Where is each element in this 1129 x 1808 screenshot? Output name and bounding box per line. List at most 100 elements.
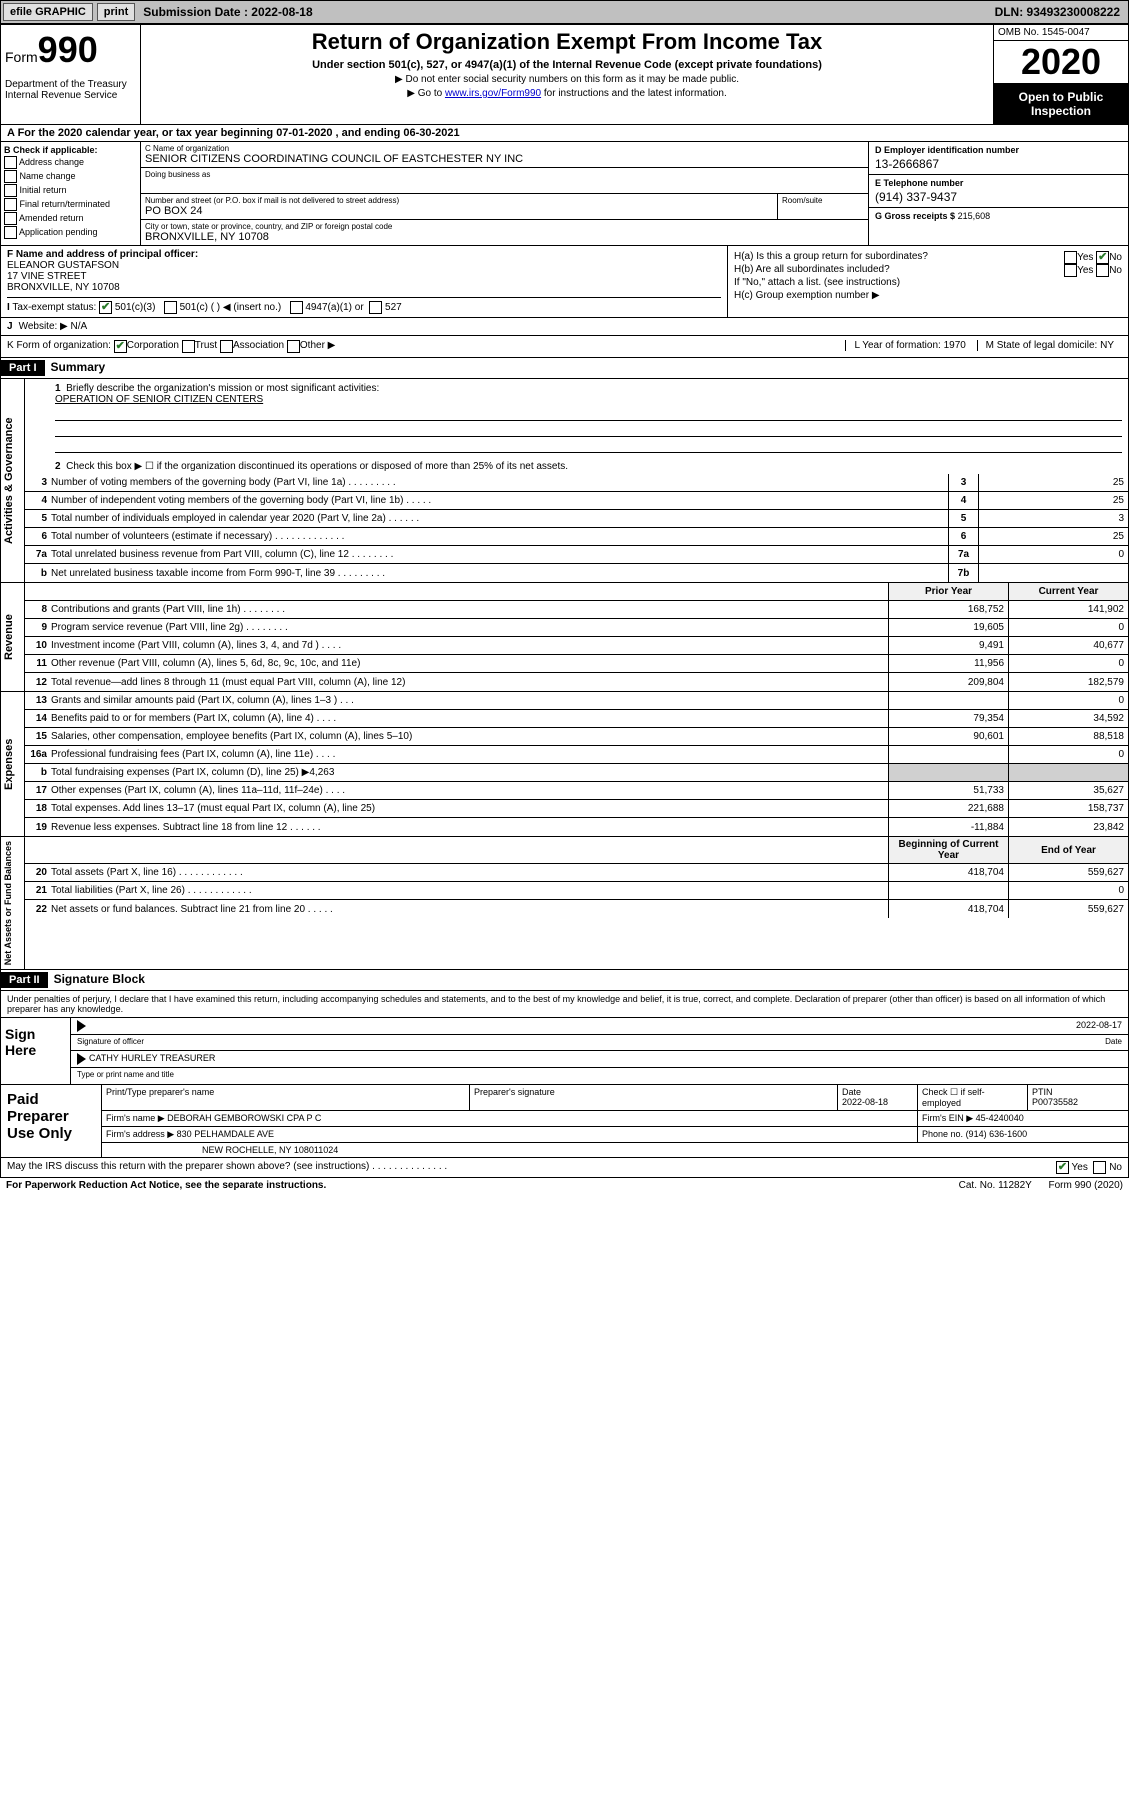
opt-501c3: 501(c)(3) <box>115 302 156 313</box>
side-expenses: Expenses <box>1 692 25 836</box>
dept-label: Department of the Treasury Internal Reve… <box>5 79 136 101</box>
assoc-checkbox[interactable] <box>220 340 233 353</box>
activities-section: Activities & Governance 1 Briefly descri… <box>0 379 1129 583</box>
hc-label: H(c) Group exemption number ▶ <box>734 290 1122 301</box>
form-subtitle: Under section 501(c), 527, or 4947(a)(1)… <box>151 59 983 71</box>
summary-line: 22Net assets or fund balances. Subtract … <box>25 900 1128 918</box>
note-suffix: for instructions and the latest informat… <box>541 88 727 99</box>
officer-addr1: 17 VINE STREET <box>7 271 721 282</box>
eoy-header: End of Year <box>1008 837 1128 863</box>
gross-value: 215,608 <box>958 211 991 221</box>
ptin-value: P00735582 <box>1032 1097 1078 1107</box>
irs-no-checkbox[interactable] <box>1093 1161 1106 1174</box>
firm-name: DEBORAH GEMBOROWSKI CPA P C <box>167 1113 321 1123</box>
type-name-label: Type or print name and title <box>77 1070 174 1082</box>
summary-line: 9Program service revenue (Part VIII, lin… <box>25 619 1128 637</box>
summary-line: 5Total number of individuals employed in… <box>25 510 1128 528</box>
box-b-option[interactable]: Initial return <box>4 184 137 197</box>
box-b-option[interactable]: Address change <box>4 156 137 169</box>
phone-label: Phone no. <box>922 1129 963 1139</box>
trust-checkbox[interactable] <box>182 340 195 353</box>
opt-corp: Corporation <box>127 340 179 353</box>
firm-ein: 45-4240040 <box>976 1113 1024 1123</box>
dba-label: Doing business as <box>145 170 864 179</box>
line2-text: Check this box ▶ ☐ if the organization d… <box>66 461 568 472</box>
box-b-option[interactable]: Amended return <box>4 212 137 225</box>
box-b-option[interactable]: Application pending <box>4 226 137 239</box>
part2-title: Signature Block <box>48 972 145 986</box>
mission-text: OPERATION OF SENIOR CITIZEN CENTERS <box>55 394 263 405</box>
part1-badge: Part I <box>1 360 45 376</box>
part1-header: Part ISummary <box>0 358 1129 379</box>
opt-4947: 4947(a)(1) or <box>305 302 363 313</box>
tax-year: 2020 <box>994 41 1128 84</box>
summary-line: 3Number of voting members of the governi… <box>25 474 1128 492</box>
firm-addr2: NEW ROCHELLE, NY 108011024 <box>102 1143 1128 1157</box>
tax-exempt-label: Tax-exempt status: <box>12 302 96 313</box>
state-domicile: M State of legal domicile: NY <box>977 340 1122 351</box>
box-b-option[interactable]: Name change <box>4 170 137 183</box>
print-button[interactable]: print <box>97 3 135 21</box>
form-header: Form990 Department of the Treasury Inter… <box>0 24 1129 125</box>
prior-year-header: Prior Year <box>888 583 1008 600</box>
paperwork-notice: For Paperwork Reduction Act Notice, see … <box>6 1180 326 1191</box>
addr-label: Number and street (or P.O. box if mail i… <box>145 196 773 205</box>
501c-checkbox[interactable] <box>164 301 177 314</box>
form-footer: Form 990 (2020) <box>1049 1180 1123 1191</box>
corp-checkbox[interactable]: ✔ <box>114 340 127 353</box>
expenses-section: Expenses 13Grants and similar amounts pa… <box>0 692 1129 837</box>
efile-button[interactable]: efile GRAPHIC <box>3 3 93 21</box>
form990-link[interactable]: www.irs.gov/Form990 <box>445 88 541 99</box>
prep-sig-header: Preparer's signature <box>470 1085 838 1110</box>
summary-line: 16aProfessional fundraising fees (Part I… <box>25 746 1128 764</box>
other-checkbox[interactable] <box>287 340 300 353</box>
irs-discuss-label: May the IRS discuss this return with the… <box>7 1161 447 1174</box>
org-name: SENIOR CITIZENS COORDINATING COUNCIL OF … <box>145 153 864 165</box>
arrow-icon <box>77 1020 86 1032</box>
org-name-label: C Name of organization <box>145 144 864 153</box>
revenue-section: Revenue Prior YearCurrent Year 8Contribu… <box>0 583 1129 692</box>
hb-no-checkbox[interactable] <box>1096 264 1109 277</box>
ha-no-checkbox[interactable]: ✔ <box>1096 251 1109 264</box>
summary-line: 14Benefits paid to or for members (Part … <box>25 710 1128 728</box>
summary-line: 6Total number of volunteers (estimate if… <box>25 528 1128 546</box>
sig-date: 2022-08-17 <box>1076 1020 1122 1032</box>
penalties-text: Under penalties of perjury, I declare th… <box>1 991 1128 1018</box>
cat-number: Cat. No. 11282Y <box>959 1180 1032 1191</box>
ein-label: D Employer identification number <box>875 145 1122 155</box>
summary-line: 7aTotal unrelated business revenue from … <box>25 546 1128 564</box>
room-label: Room/suite <box>778 194 868 219</box>
opt-527: 527 <box>385 302 402 313</box>
dln-label: DLN: 93493230008222 <box>987 3 1128 21</box>
501c3-checkbox[interactable]: ✔ <box>99 301 112 314</box>
summary-line: 15Salaries, other compensation, employee… <box>25 728 1128 746</box>
sig-officer-label: Signature of officer <box>77 1037 144 1048</box>
tax-period: A For the 2020 calendar year, or tax yea… <box>0 125 1129 142</box>
irs-yes-checkbox[interactable]: ✔ <box>1056 1161 1069 1174</box>
ein-value: 13-2666867 <box>875 157 1122 171</box>
4947-checkbox[interactable] <box>290 301 303 314</box>
box-b-option[interactable]: Final return/terminated <box>4 198 137 211</box>
city-state-zip: BRONXVILLE, NY 10708 <box>145 231 864 243</box>
prep-date-value: 2022-08-18 <box>842 1097 888 1107</box>
side-netassets: Net Assets or Fund Balances <box>1 837 25 969</box>
officer-block: F Name and address of principal officer:… <box>0 246 1129 318</box>
sign-here-label: Sign Here <box>1 1018 71 1084</box>
527-checkbox[interactable] <box>369 301 382 314</box>
website-label: Website: ▶ <box>19 321 68 332</box>
summary-line: 4Number of independent voting members of… <box>25 492 1128 510</box>
part2-header: Part IISignature Block <box>0 970 1129 991</box>
summary-line: bNet unrelated business taxable income f… <box>25 564 1128 582</box>
ptin-label: PTIN <box>1032 1087 1053 1097</box>
summary-line: 20Total assets (Part X, line 16) . . . .… <box>25 864 1128 882</box>
year-formation: L Year of formation: 1970 <box>845 340 973 351</box>
opt-trust: Trust <box>195 340 217 353</box>
hb-yes-checkbox[interactable] <box>1064 264 1077 277</box>
link-note: ▶ Go to www.irs.gov/Form990 for instruct… <box>151 88 983 99</box>
no-label: No <box>1109 1162 1122 1173</box>
ha-yes-checkbox[interactable] <box>1064 251 1077 264</box>
summary-line: 17Other expenses (Part IX, column (A), l… <box>25 782 1128 800</box>
summary-line: 8Contributions and grants (Part VIII, li… <box>25 601 1128 619</box>
officer-typed: CATHY HURLEY TREASURER <box>89 1053 215 1065</box>
row-j-label: J <box>7 321 13 332</box>
